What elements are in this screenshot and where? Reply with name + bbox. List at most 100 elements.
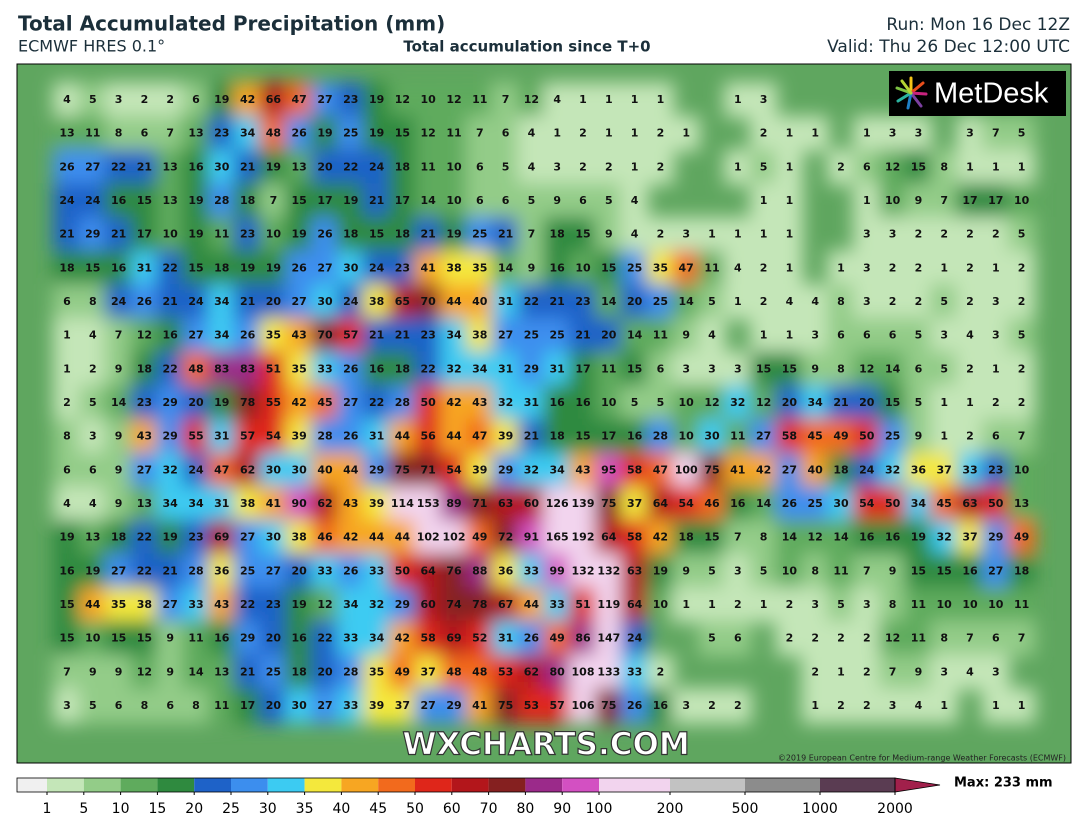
precip-cell bbox=[569, 250, 597, 287]
precip-value: 11 bbox=[421, 160, 436, 173]
precip-cell bbox=[465, 385, 494, 421]
precip-value: 36 bbox=[911, 463, 927, 476]
precip-value: 1 bbox=[966, 396, 974, 409]
precip-value: 4 bbox=[63, 93, 71, 106]
precip-value: 21 bbox=[240, 665, 255, 678]
precip-cell bbox=[569, 519, 597, 556]
precip-cell bbox=[569, 385, 597, 421]
precip-cell bbox=[156, 216, 185, 253]
precip-cell bbox=[182, 620, 210, 657]
precip-value: 16 bbox=[627, 430, 643, 443]
precip-value: 21 bbox=[111, 228, 126, 241]
precip-cell bbox=[594, 587, 623, 623]
precip-cell bbox=[904, 553, 933, 590]
precip-cell bbox=[801, 317, 830, 354]
precip-cell bbox=[749, 250, 778, 287]
precip-cell bbox=[878, 351, 907, 388]
precip-cell bbox=[182, 385, 210, 421]
precip-cell bbox=[285, 351, 314, 388]
precip-cell bbox=[569, 587, 597, 623]
precip-value: 1 bbox=[605, 93, 613, 106]
precip-cell bbox=[801, 620, 830, 657]
precip-cell bbox=[827, 385, 855, 421]
precip-cell bbox=[904, 284, 933, 320]
precip-cell bbox=[53, 82, 81, 118]
precip-cell bbox=[311, 82, 339, 118]
precip-cell bbox=[388, 149, 417, 186]
precip-value: 47 bbox=[292, 93, 307, 106]
precip-value: 15 bbox=[369, 228, 384, 241]
precip-cell bbox=[981, 587, 1010, 623]
precip-value: 106 bbox=[572, 699, 595, 712]
precip-value: 38 bbox=[369, 295, 384, 308]
run-time: Run: Mon 16 Dec 12Z bbox=[886, 15, 1070, 35]
precip-cell bbox=[182, 149, 210, 186]
colorbar-tick-label: 15 bbox=[148, 801, 166, 817]
precip-value: 20 bbox=[317, 665, 333, 678]
precip-cell bbox=[285, 553, 314, 590]
precip-cell bbox=[78, 654, 107, 691]
colorbar-frame bbox=[16, 777, 896, 793]
precip-value: 65 bbox=[395, 295, 410, 308]
precip-value: 15 bbox=[137, 194, 152, 207]
precip-cell bbox=[465, 654, 494, 691]
precip-value: 24 bbox=[369, 160, 385, 173]
precip-value: 1 bbox=[786, 194, 794, 207]
precip-value: 27 bbox=[317, 261, 332, 274]
precip-value: 9 bbox=[115, 497, 123, 510]
precip-value: 1 bbox=[940, 396, 948, 409]
precip-cell bbox=[78, 115, 107, 152]
precip-cell bbox=[698, 620, 726, 657]
precip-cell bbox=[233, 553, 262, 590]
precip-cell bbox=[156, 149, 185, 186]
precip-value: 24 bbox=[343, 295, 359, 308]
precip-value: 133 bbox=[597, 665, 620, 678]
precip-cell bbox=[981, 250, 1010, 287]
precip-value: 18 bbox=[343, 228, 358, 241]
value-labels: 4 5 3 2 2 6 19 42 66 47 27 23 19 12 10 12 11 7 12 4 1 1 1 1 1 313… bbox=[59, 93, 1029, 712]
precip-value: 10 bbox=[601, 396, 617, 409]
precip-cell bbox=[130, 351, 159, 388]
precip-cell bbox=[259, 486, 288, 522]
precip-cell bbox=[414, 250, 443, 287]
precip-value: 36 bbox=[214, 564, 230, 577]
precip-value: 27 bbox=[988, 564, 1003, 577]
precip-value: 20 bbox=[317, 160, 333, 173]
precip-value: 13 bbox=[214, 665, 229, 678]
precip-value: 2 bbox=[940, 228, 948, 241]
precip-value: 33 bbox=[369, 564, 384, 577]
precip-value: 52 bbox=[472, 632, 487, 645]
colorbar-tick-label: 1 bbox=[43, 801, 52, 817]
precip-cell bbox=[465, 553, 494, 590]
precip-cell bbox=[930, 351, 959, 388]
precip-value: 2 bbox=[811, 665, 819, 678]
precip-cell bbox=[233, 688, 262, 724]
precip-cell bbox=[981, 317, 1010, 354]
precip-cell bbox=[207, 486, 236, 522]
precip-cell bbox=[620, 519, 649, 556]
precip-cell bbox=[207, 385, 236, 421]
precip-cell bbox=[517, 149, 546, 186]
precip-value: 17 bbox=[988, 194, 1003, 207]
precip-cell bbox=[775, 519, 804, 556]
precip-value: 7 bbox=[1018, 430, 1026, 443]
precip-value: 6 bbox=[863, 329, 871, 342]
precip-cell bbox=[594, 385, 623, 421]
precip-cell bbox=[311, 115, 339, 152]
precip-value: 54 bbox=[859, 497, 875, 510]
precip-value: 25 bbox=[627, 261, 642, 274]
precip-cell bbox=[104, 452, 133, 489]
precip-value: 2 bbox=[734, 699, 742, 712]
precip-value: 34 bbox=[240, 127, 256, 140]
colorbar-swatch bbox=[341, 778, 379, 792]
precip-value: 4 bbox=[89, 329, 97, 342]
precip-value: 90 bbox=[292, 497, 308, 510]
precip-cell bbox=[362, 82, 391, 118]
precip-value: 16 bbox=[575, 396, 591, 409]
precip-cell bbox=[53, 486, 81, 522]
precip-value: 9 bbox=[682, 329, 690, 342]
precip-value: 2 bbox=[1018, 295, 1026, 308]
precip-cell bbox=[285, 385, 314, 421]
precip-cell bbox=[749, 149, 778, 186]
